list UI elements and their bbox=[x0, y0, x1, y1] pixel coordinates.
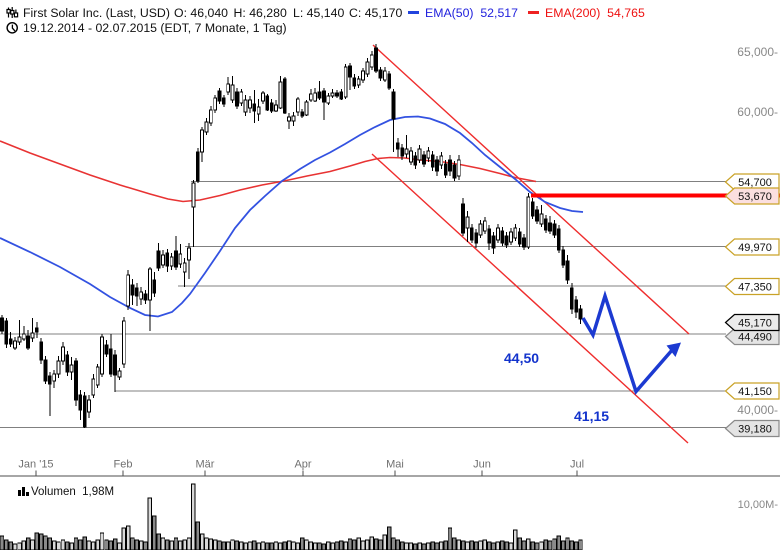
svg-text:Jul: Jul bbox=[570, 459, 584, 471]
svg-text:EMA(50) 52,517: EMA(50) 52,517 bbox=[425, 6, 518, 20]
svg-text:First Solar Inc. (Last, USD): First Solar Inc. (Last, USD) bbox=[23, 6, 170, 20]
svg-text:44,490: 44,490 bbox=[738, 332, 772, 344]
svg-text:Jun: Jun bbox=[473, 459, 491, 471]
svg-text:19.12.2014 - 02.07.2015 (EDT,: 19.12.2014 - 02.07.2015 (EDT, 7 Monate, … bbox=[23, 21, 287, 35]
svg-text:53,670: 53,670 bbox=[738, 191, 772, 203]
svg-text:60,000-: 60,000- bbox=[737, 105, 778, 119]
svg-text:O: 46,040: O: 46,040 bbox=[174, 6, 228, 20]
svg-text:10,00M-: 10,00M- bbox=[738, 499, 779, 511]
svg-text:Jan '15: Jan '15 bbox=[18, 459, 53, 471]
svg-text:49,970: 49,970 bbox=[738, 242, 772, 254]
svg-text:Apr: Apr bbox=[294, 459, 311, 471]
svg-text:39,180: 39,180 bbox=[738, 424, 772, 436]
svg-text:EMA(200) 54,765: EMA(200) 54,765 bbox=[545, 6, 645, 20]
svg-text:Feb: Feb bbox=[114, 459, 133, 471]
svg-text:54,700: 54,700 bbox=[738, 177, 772, 189]
svg-text:L: 45,140: L: 45,140 bbox=[293, 6, 344, 20]
svg-text:C: 45,170: C: 45,170 bbox=[349, 6, 402, 20]
svg-text:H: 46,280: H: 46,280 bbox=[234, 6, 287, 20]
svg-text:44,50: 44,50 bbox=[504, 350, 539, 366]
svg-text:41,15: 41,15 bbox=[574, 408, 609, 424]
svg-text:65,000-: 65,000- bbox=[737, 45, 778, 59]
svg-text:45,170: 45,170 bbox=[738, 318, 772, 330]
svg-text:41,150: 41,150 bbox=[738, 386, 772, 398]
svg-text:Mai: Mai bbox=[386, 459, 404, 471]
svg-text:47,350: 47,350 bbox=[738, 282, 772, 294]
svg-text:Volumen 1,98M: Volumen 1,98M bbox=[31, 486, 114, 498]
svg-text:Mär: Mär bbox=[196, 459, 215, 471]
svg-text:40,000-: 40,000- bbox=[737, 403, 778, 417]
